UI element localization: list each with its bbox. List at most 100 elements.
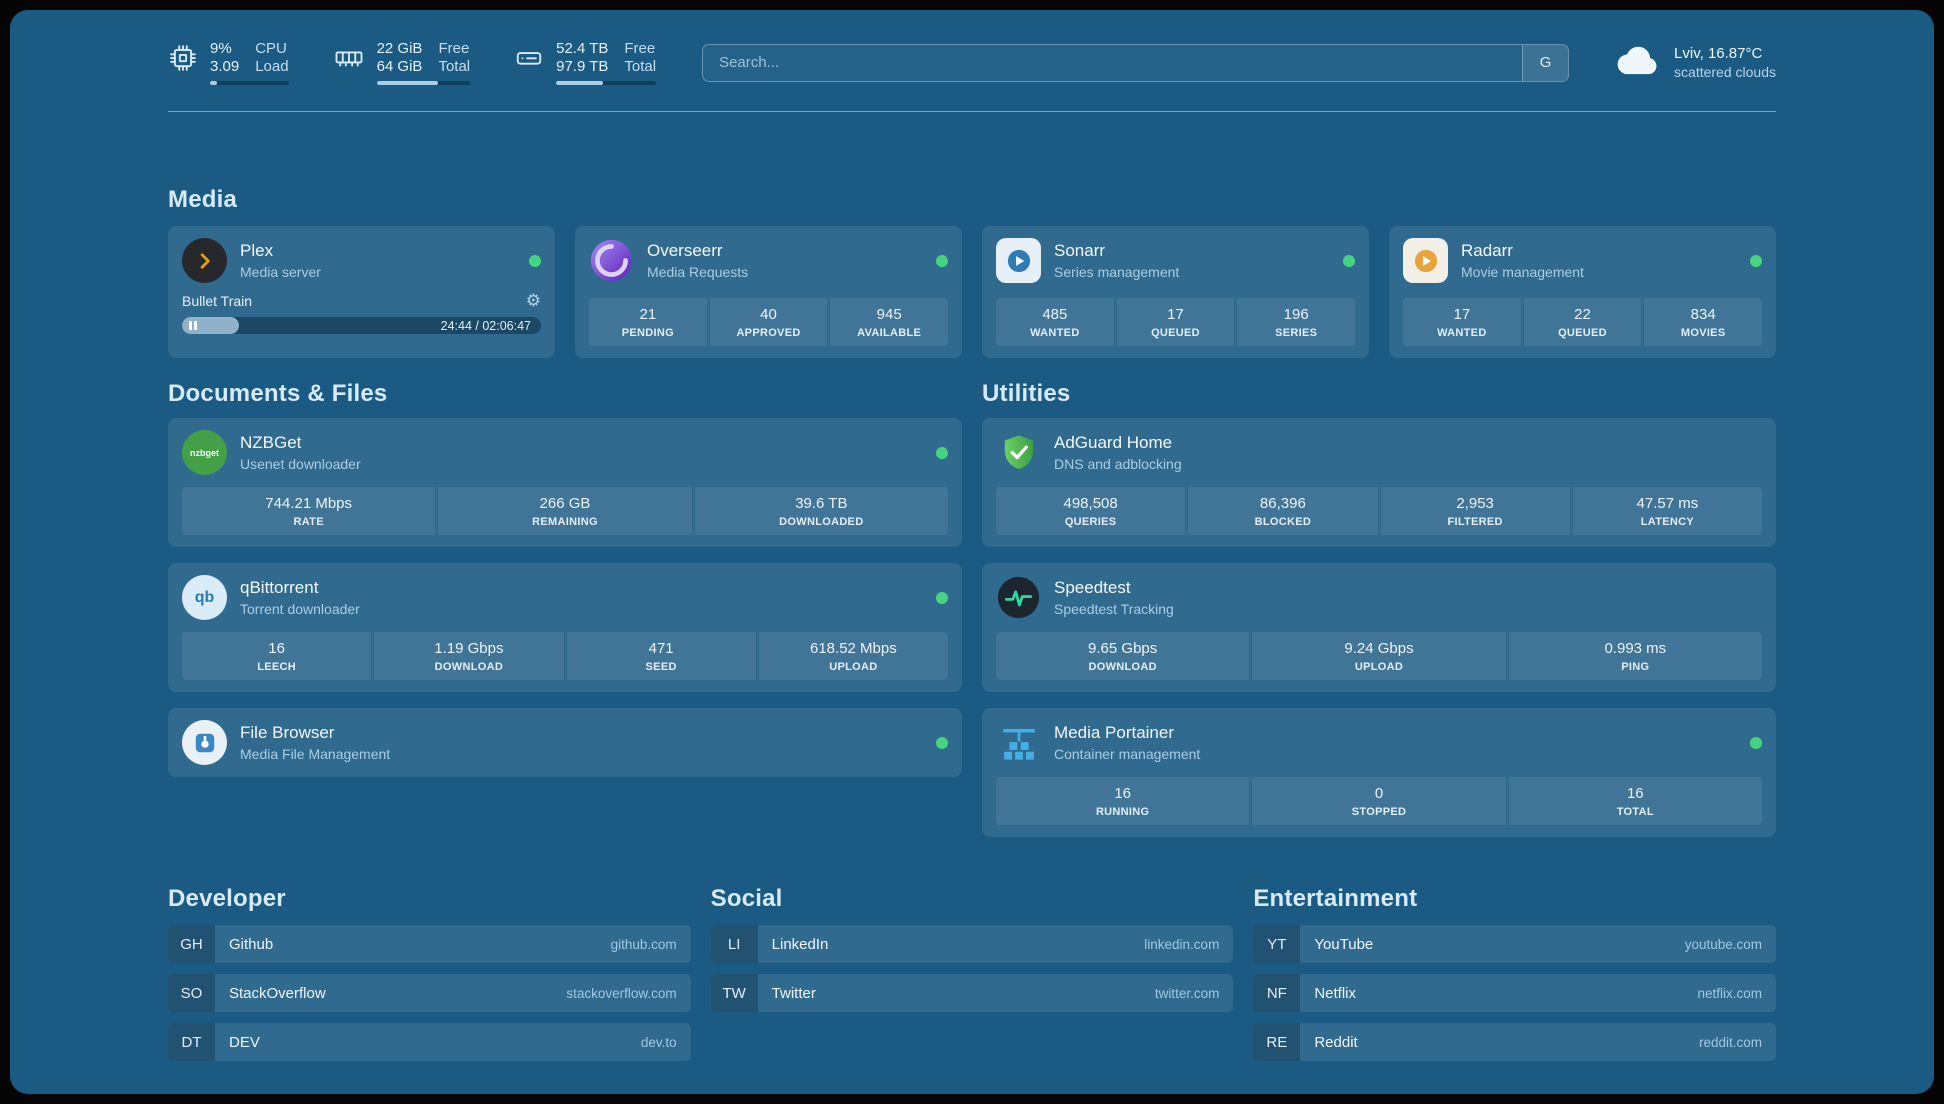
bookmark-reddit[interactable]: RE Reddit reddit.com	[1253, 1023, 1776, 1061]
filebrowser-icon	[182, 720, 227, 765]
bookmark-domain: github.com	[610, 936, 677, 952]
stat-running: 16 RUNNING	[996, 777, 1250, 825]
service-name: Plex	[240, 241, 274, 260]
bookmark-dev[interactable]: DT DEV dev.to	[168, 1023, 691, 1061]
stat-approved: 40 APPROVED	[709, 298, 828, 346]
bookmark-abbr: NF	[1253, 974, 1301, 1012]
memory-free-label: Free	[438, 40, 470, 57]
service-card-qbittorrent[interactable]: qb qBittorrent Torrent downloader 16 LEEC…	[168, 563, 962, 692]
stat-upload: 9.24 Gbps UPLOAD	[1252, 632, 1506, 680]
disk-total-value: 97.9 TB	[556, 58, 609, 75]
stat-latency: 47.57 ms LATENCY	[1572, 487, 1762, 535]
service-subtitle: Torrent downloader	[240, 601, 360, 617]
speedtest-icon	[996, 575, 1041, 620]
adguard-icon	[996, 430, 1041, 475]
bookmark-domain: netflix.com	[1697, 985, 1762, 1001]
nzbget-icon: nzbget	[182, 430, 227, 475]
service-card-filebrowser[interactable]: File Browser Media File Management	[168, 708, 962, 777]
cpu-progress-bar	[210, 81, 289, 85]
sonarr-icon	[996, 238, 1041, 283]
cpu-load-label: Load	[255, 58, 289, 75]
weather-location: Lviv, 16.87°C	[1674, 45, 1763, 62]
bookmark-name: LinkedIn	[771, 935, 829, 953]
radarr-icon	[1403, 238, 1448, 283]
service-name: File Browser	[240, 723, 335, 742]
stat-pending: 21 PENDING	[589, 298, 707, 346]
search-provider-button[interactable]: G	[1522, 44, 1569, 81]
section-title-social: Social	[710, 885, 783, 912]
service-card-plex[interactable]: Plex Media server Bullet Train ⚙ 24:44 /…	[168, 226, 555, 358]
service-card-overseerr[interactable]: Overseerr Media Requests 21 PENDING 40 APP…	[575, 226, 962, 358]
service-name: Radarr	[1461, 241, 1513, 260]
section-title-media: Media	[168, 186, 238, 213]
bookmark-name: Github	[229, 935, 274, 953]
bookmark-name: Netflix	[1314, 984, 1357, 1002]
pause-icon[interactable]	[189, 321, 197, 330]
service-card-sonarr[interactable]: Sonarr Series management 485 WANTED 17 QUE…	[982, 226, 1369, 358]
bookmark-abbr: RE	[1253, 1023, 1301, 1061]
bookmark-stackoverflow[interactable]: SO StackOverflow stackoverflow.com	[168, 974, 691, 1012]
service-card-adguard[interactable]: AdGuard Home DNS and adblocking 498,508 Q…	[982, 418, 1776, 547]
bookmark-youtube[interactable]: YT YouTube youtube.com	[1253, 925, 1776, 963]
bookmark-group-social: Social LI LinkedIn linkedin.com TW Twitt…	[710, 885, 1234, 1061]
topbar: 9% 3.09 CPU Load	[168, 40, 1776, 85]
stat-movies: 834 MOVIES	[1644, 298, 1763, 346]
stat-queries: 498,508 QUERIES	[996, 487, 1186, 535]
service-card-radarr[interactable]: Radarr Movie management 17 WANTED 22 QUEUE…	[1389, 226, 1776, 358]
playback-progress-bar[interactable]: 24:44 / 02:06:47	[182, 317, 541, 334]
stat-total: 16 TOTAL	[1508, 777, 1762, 825]
resource-widgets: 9% 3.09 CPU Load	[168, 40, 657, 85]
stat-downloaded: 39.6 TB DOWNLOADED	[694, 487, 948, 535]
status-dot	[936, 591, 948, 604]
service-name: Speedtest	[1054, 578, 1131, 597]
service-card-speedtest[interactable]: Speedtest Speedtest Tracking 9.65 Gbps DO…	[982, 563, 1776, 692]
section-media: Media Plex Media server Bullet Train ⚙	[168, 186, 1776, 358]
memory-total-label: Total	[438, 58, 471, 75]
bookmark-github[interactable]: GH Github github.com	[168, 925, 691, 963]
stat-download: 1.19 Gbps DOWNLOAD	[374, 632, 564, 680]
section-title-documents: Documents & Files	[168, 380, 388, 407]
service-subtitle: Container management	[1054, 746, 1201, 762]
service-subtitle: Movie management	[1461, 264, 1584, 280]
bookmark-netflix[interactable]: NF Netflix netflix.com	[1253, 974, 1776, 1012]
status-dot	[936, 736, 948, 749]
stat-seed: 471 SEED	[566, 632, 756, 680]
service-name: NZBGet	[240, 433, 302, 452]
service-subtitle: DNS and adblocking	[1054, 456, 1182, 472]
cpu-label: CPU	[255, 40, 287, 57]
service-card-portainer[interactable]: Media Portainer Container management 16 R…	[982, 708, 1776, 837]
disk-progress-bar	[556, 81, 657, 85]
stat-ping: 0.993 ms PING	[1508, 632, 1762, 680]
status-dot	[529, 254, 541, 267]
service-card-nzbget[interactable]: nzbget NZBGet Usenet downloader 744.21 M…	[168, 418, 962, 547]
search-input[interactable]	[703, 44, 1523, 81]
memory-icon	[333, 43, 365, 78]
gear-icon[interactable]: ⚙	[525, 291, 541, 310]
status-dot	[1750, 254, 1762, 267]
section-utilities: Utilities AdGuard Home	[982, 380, 1776, 837]
service-name: Media Portainer	[1054, 723, 1175, 742]
memory-total-value: 64 GiB	[376, 58, 423, 75]
weather-condition: scattered clouds	[1674, 64, 1776, 80]
disk-icon	[514, 43, 544, 78]
bookmark-name: Twitter	[771, 984, 816, 1002]
bookmark-twitter[interactable]: TW Twitter twitter.com	[710, 974, 1234, 1012]
bookmark-group-entertainment: Entertainment YT YouTube youtube.com NF …	[1253, 885, 1776, 1061]
dashboard: 9% 3.09 CPU Load	[10, 10, 1934, 1094]
bookmark-name: YouTube	[1314, 935, 1374, 953]
stat-series: 196 SERIES	[1237, 298, 1356, 346]
stat-upload: 618.52 Mbps UPLOAD	[758, 632, 948, 680]
qbittorrent-icon: qb	[182, 575, 227, 620]
service-subtitle: Usenet downloader	[240, 456, 361, 472]
status-dot	[936, 446, 948, 459]
service-name: qBittorrent	[240, 578, 319, 597]
status-dot	[1343, 254, 1355, 267]
bookmark-domain: reddit.com	[1698, 1034, 1762, 1050]
stat-wanted: 17 WANTED	[1403, 298, 1521, 346]
bookmark-linkedin[interactable]: LI LinkedIn linkedin.com	[710, 925, 1234, 963]
stat-queued: 22 QUEUED	[1523, 298, 1642, 346]
service-subtitle: Media Requests	[647, 264, 749, 280]
stat-leech: 16 LEECH	[182, 632, 372, 680]
plex-icon	[182, 238, 227, 283]
